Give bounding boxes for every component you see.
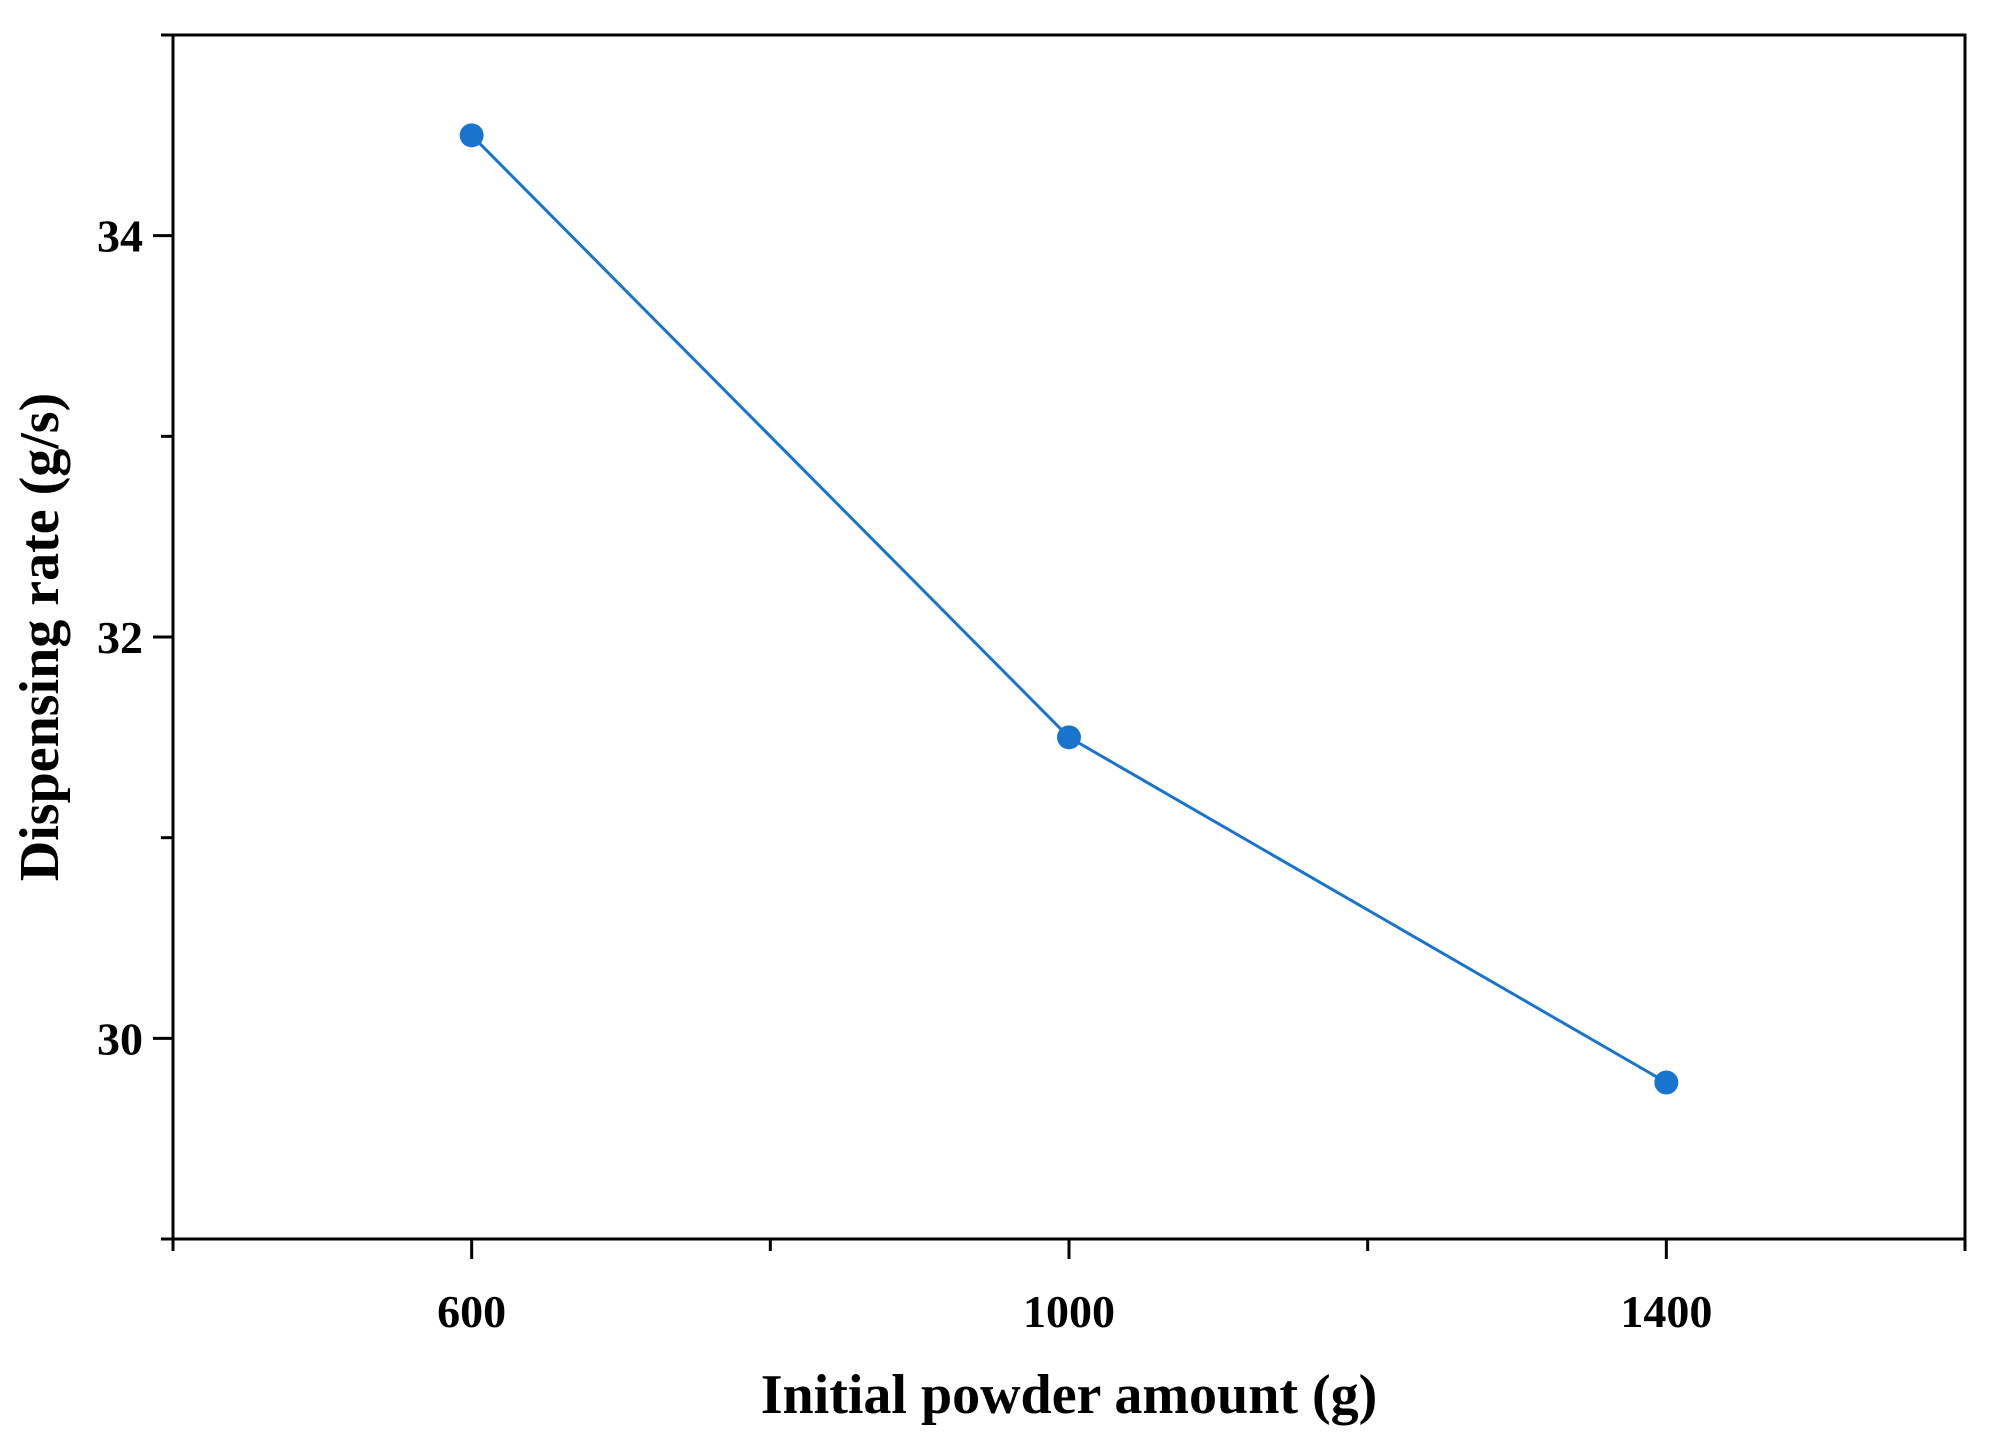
data-point [1654, 1070, 1679, 1095]
x-axis-ticks [171, 1239, 1967, 1259]
series-line [470, 134, 1668, 1084]
y-axis-ticks [153, 33, 173, 1241]
data-point [459, 123, 484, 148]
x-tick-label: 1000 [1023, 1286, 1115, 1337]
series-points [459, 123, 1679, 1095]
x-axis-title: Initial powder amount (g) [761, 1364, 1378, 1426]
y-tick-label: 30 [97, 1013, 143, 1064]
series-lines [470, 134, 1668, 1084]
y-tick-label: 32 [97, 612, 143, 663]
x-tick-label: 600 [437, 1286, 506, 1337]
plot-frame [171, 33, 1967, 1241]
y-axis-title: Dispensing rate (g/s) [9, 393, 71, 881]
x-tick-label: 1400 [1620, 1286, 1712, 1337]
y-tick-label: 34 [97, 211, 143, 262]
data-point [1057, 725, 1081, 750]
y-axis-tick-labels: 30 32 34 [97, 211, 143, 1065]
x-axis-tick-labels: 600 1000 1400 [437, 1286, 1712, 1337]
